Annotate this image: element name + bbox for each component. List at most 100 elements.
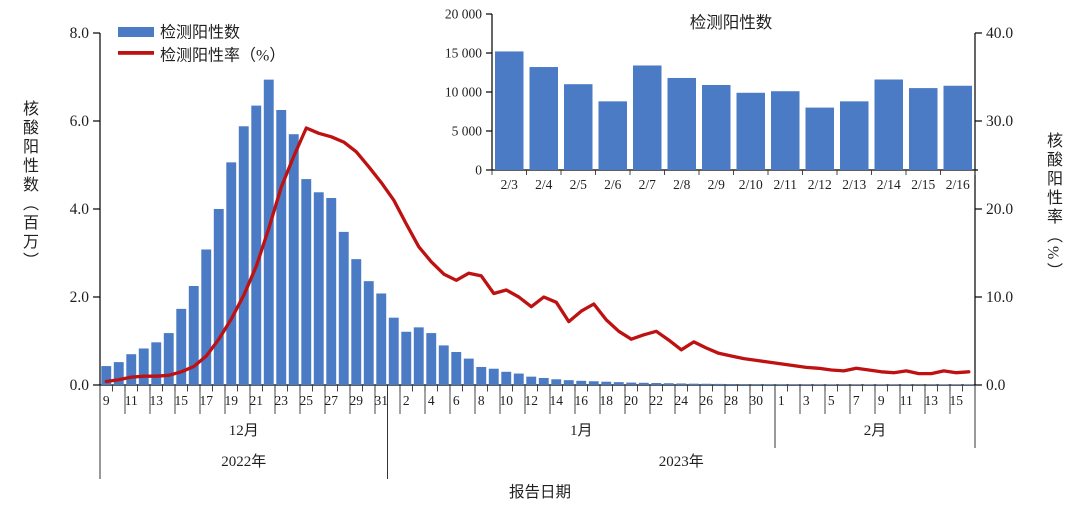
inset-cat-label: 2/13 [842,177,866,192]
count-bar [251,105,262,385]
day-label: 15 [175,393,189,408]
day-label: 12 [525,393,539,408]
day-label: 3 [803,393,810,408]
count-bar [701,383,712,385]
day-label: 8 [478,393,485,408]
day-label: 29 [350,393,364,408]
day-label: 25 [300,393,314,408]
inset-cat-label: 2/15 [911,177,935,192]
count-bar [338,231,349,385]
count-bar [276,110,287,385]
day-label: 4 [428,393,435,408]
day-label: 28 [725,393,739,408]
count-bar [101,366,112,385]
count-bar [426,333,437,385]
count-bar [176,308,187,385]
count-bar [326,198,337,385]
left-axis-tick-label: 6.0 [70,113,90,130]
inset-cat-label: 2/4 [535,177,553,192]
count-bar [738,384,749,385]
legend-line-label: 检测阳性率（%） [160,47,285,65]
day-label: 1 [778,393,785,408]
count-bar [863,384,874,385]
count-bar [438,345,449,385]
inset-cat-label: 2/8 [673,177,691,192]
day-label: 19 [225,393,239,408]
inset-bar [771,91,800,170]
inset-cat-label: 2/16 [946,177,970,192]
inset-y-tick-label: 0 [475,163,482,178]
inset-cat-label: 2/11 [774,177,798,192]
day-label: 6 [453,393,460,408]
inset-cat-label: 2/7 [639,177,657,192]
count-bar [126,354,137,385]
day-label: 22 [650,393,664,408]
left-axis-title: 核酸阳性数（百万） [20,100,37,271]
day-label: 17 [200,393,214,408]
day-label: 16 [575,393,589,408]
day-label: 9 [103,393,110,408]
count-bar [188,286,199,385]
count-bar [351,259,362,385]
inset-title: 检测阳性数 [690,13,773,32]
inset-cat-label: 2/9 [708,177,726,192]
day-label: 13 [150,393,164,408]
day-label: 7 [853,393,860,408]
count-bar [851,384,862,385]
day-label: 26 [700,393,714,408]
right-axis-title: 核酸阳性率（%） [1044,132,1061,282]
count-bar [713,383,724,385]
count-bar [401,331,412,385]
count-bar [451,352,462,385]
count-bar [601,381,612,385]
count-bar [151,342,162,385]
count-bar [163,333,174,385]
inset-bar [529,67,558,170]
inset-cat-label: 2/6 [604,177,622,192]
count-bar [938,384,949,385]
count-bar [788,384,799,385]
right-axis-tick-label: 0.0 [986,377,1006,394]
legend-line-swatch [118,51,154,55]
count-bar [801,384,812,385]
count-bar [138,348,149,385]
count-bar [388,317,399,385]
inset-y-tick-label: 5 000 [452,124,483,139]
count-bar [676,383,687,385]
inset-y-tick-label: 15 000 [445,46,482,61]
count-bar [501,371,512,385]
inset-bar [495,51,524,170]
inset-bar [564,84,593,170]
count-bar [751,384,762,385]
count-bar [726,384,737,385]
count-bar [513,373,524,385]
count-bar [226,162,237,385]
day-label: 13 [925,393,939,408]
count-bar [301,179,312,385]
right-axis-tick-label: 40.0 [986,25,1013,42]
count-bar [638,382,649,385]
count-bar [201,249,212,385]
day-label: 10 [500,393,514,408]
left-axis-tick-label: 8.0 [70,25,90,42]
year-label: 2022年 [221,453,266,470]
month-label: 2月 [864,423,887,439]
day-label: 31 [375,393,389,408]
positive-count-bars [101,79,974,385]
day-label: 14 [550,393,564,408]
inset-bar [736,92,765,170]
inset-y-tick-label: 20 000 [445,7,482,22]
inset-bar [633,65,662,170]
count-bar [776,384,787,385]
count-bar [526,376,537,385]
count-bar [563,380,574,385]
inset-cat-label: 2/14 [877,177,901,192]
month-label: 1月 [570,423,593,439]
legend-bar-swatch [118,27,154,37]
inset-bar [909,88,938,170]
count-bar [488,368,499,385]
count-bar [763,384,774,385]
left-axis-tick-label: 2.0 [70,289,90,306]
count-bar [538,377,549,385]
